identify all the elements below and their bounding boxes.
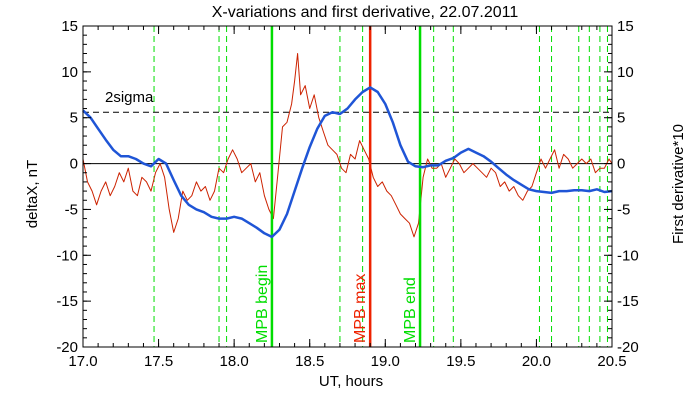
x-tick-label: 19.0 (371, 353, 400, 370)
x-tick-label: 17.0 (68, 353, 97, 370)
mpb-marker-label: MPB end (402, 277, 419, 343)
y-tick-label-right: -5 (617, 201, 630, 218)
y-tick-label-right: 10 (617, 64, 634, 81)
mpb-marker-label: MPB max (352, 274, 369, 343)
x-tick-label: 17.5 (144, 353, 173, 370)
threshold-label: 2sigma (105, 89, 154, 106)
x-tick-label: 18.5 (295, 353, 324, 370)
y-tick-label-left: -15 (56, 293, 78, 310)
y-tick-label-right: -20 (617, 339, 639, 356)
y-tick-label-left: 0 (70, 156, 78, 173)
y-axis-label-right: First derivative*10 (670, 124, 687, 244)
mpb-marker-label: MPB begin (254, 265, 271, 343)
y-tick-label-left: 10 (61, 64, 78, 81)
plot-frame (82, 25, 613, 348)
y-tick-label-right: -15 (617, 293, 639, 310)
y-tick-label-left: 15 (61, 18, 78, 35)
deltax-series-line (82, 86, 613, 239)
x-axis-label: UT, hours (319, 373, 383, 390)
y-tick-label-left: 5 (70, 110, 78, 127)
y-axis-label-left: deltaX, nT (24, 160, 41, 228)
chart-title: X-variations and first derivative, 22.07… (212, 4, 519, 21)
x-tick-label: 20.0 (522, 353, 551, 370)
y-tick-label-right: 0 (617, 156, 625, 173)
plot-area: MPB begin MPB max MPB end 17.0 17.5 18.0 18.5 1… (56, 18, 638, 370)
y-tick-label-left: -5 (65, 201, 78, 218)
x-tick-label: 19.5 (446, 353, 475, 370)
y-tick-label-right: 15 (617, 18, 634, 35)
y-tick-label-left: -10 (56, 247, 78, 264)
y-tick-label-left: -20 (56, 339, 78, 356)
x-tick-label: 18.0 (220, 353, 249, 370)
y-tick-label-right: -10 (617, 247, 639, 264)
x-tick-label: 20.5 (597, 353, 626, 370)
y-tick-label-right: 5 (617, 110, 625, 127)
derivative-series-line (82, 53, 613, 238)
